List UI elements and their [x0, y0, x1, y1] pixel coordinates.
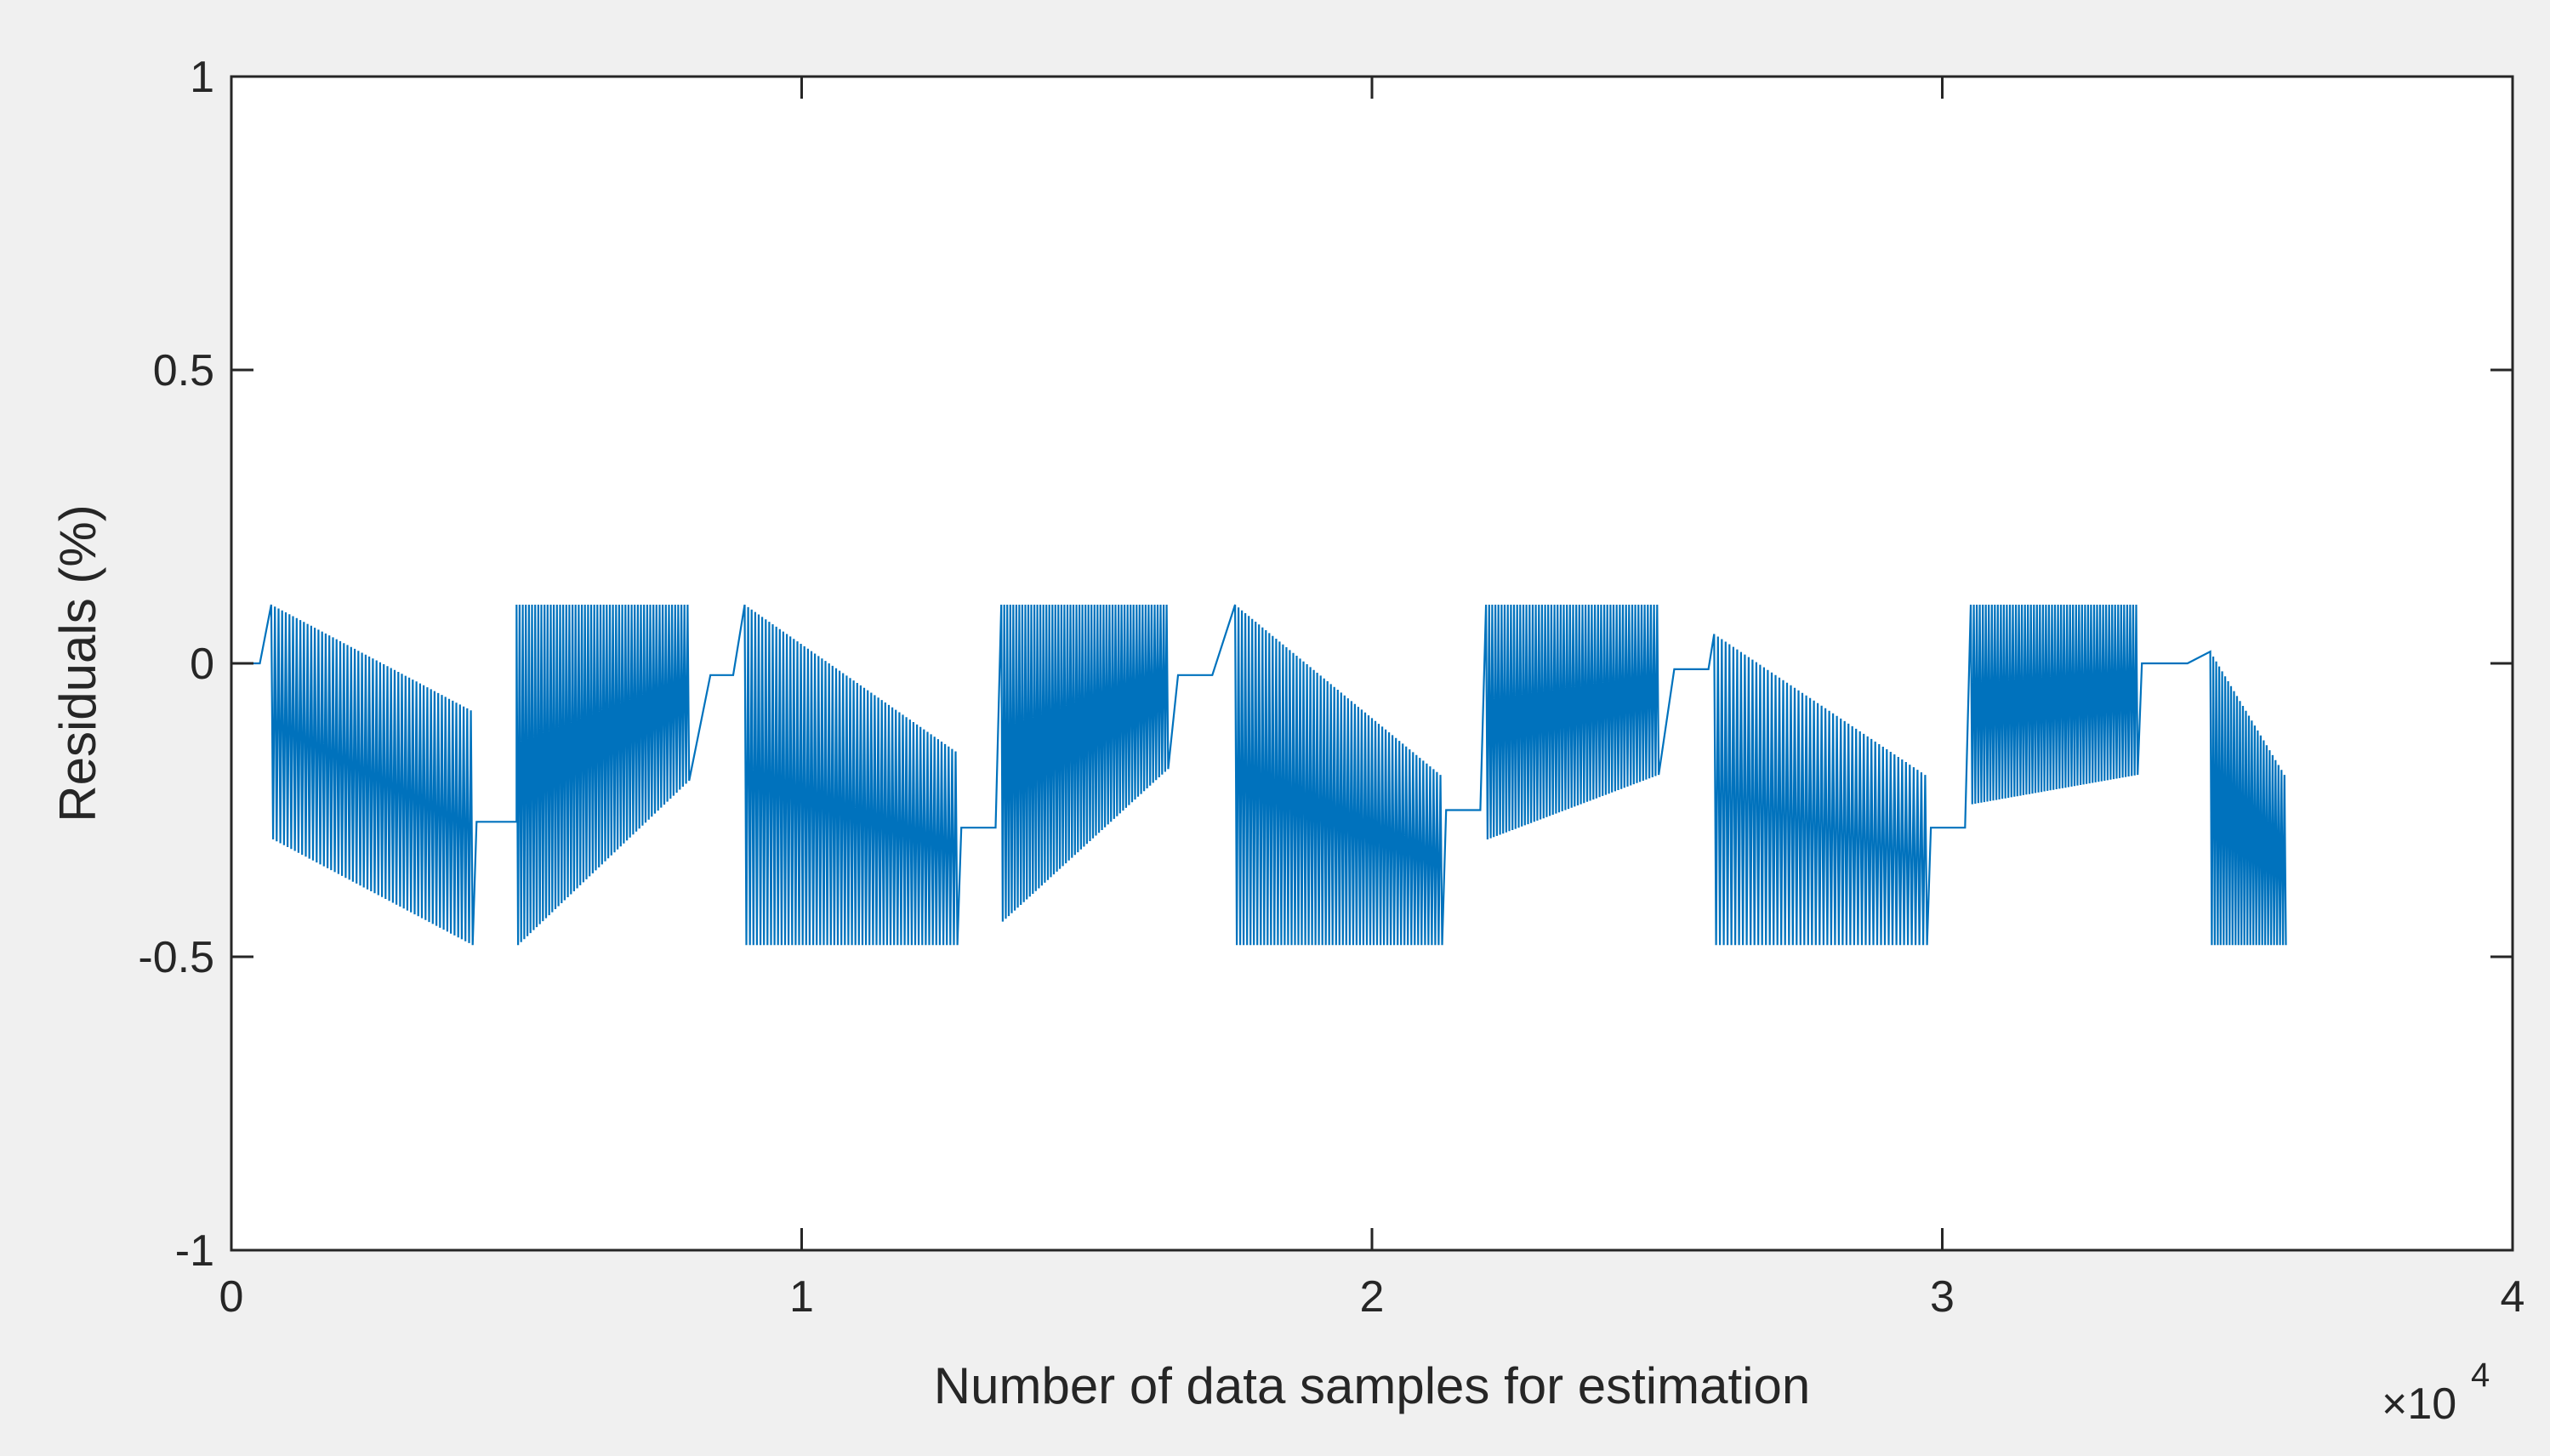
x-tick-label-1: 1: [789, 1272, 814, 1322]
x-tick-label-0: 0: [219, 1272, 244, 1322]
series-layer: [231, 604, 2287, 946]
tick-layer: 0 1 2 3 4 -1 -0.5 0 0.5 1: [138, 53, 2524, 1322]
y-tick-label-0: -1: [175, 1226, 214, 1276]
x-exponent-base: ×10: [2382, 1379, 2456, 1429]
y-tick-label-4: 1: [190, 53, 214, 102]
series-line-0: [231, 604, 2287, 946]
x-exponent: ×10 4: [2382, 1356, 2490, 1429]
y-tick-label-2: 0: [190, 640, 214, 689]
x-tick-label-2: 2: [1360, 1272, 1385, 1322]
x-axis-label: Number of data samples for estimation: [934, 1357, 1810, 1414]
y-tick-label-1: -0.5: [138, 933, 214, 982]
x-exponent-power: 4: [2471, 1356, 2490, 1394]
y-axis-label: Residuals (%): [49, 504, 106, 822]
y-tick-label-3: 0.5: [153, 346, 214, 395]
x-tick-label-4: 4: [2501, 1272, 2525, 1322]
x-tick-label-3: 3: [1930, 1272, 1955, 1322]
